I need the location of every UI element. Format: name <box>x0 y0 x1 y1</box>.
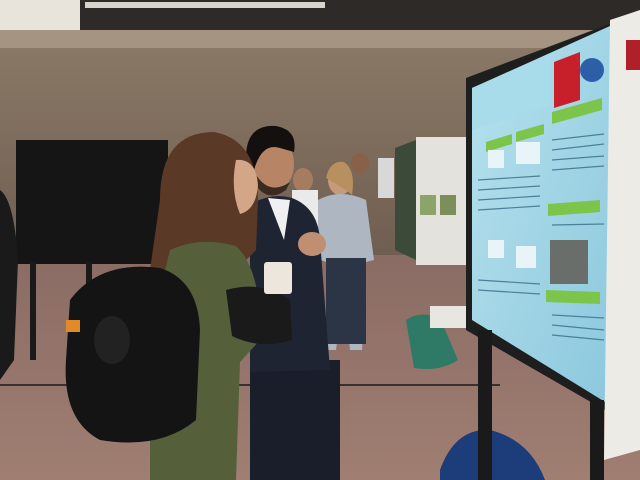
man-beard <box>256 175 290 196</box>
poster-section-header <box>552 98 602 124</box>
banner-top-left <box>0 0 80 30</box>
woman-face <box>233 159 258 214</box>
poster-image <box>440 195 456 215</box>
backpack-pocket <box>94 316 130 364</box>
background-poster-board <box>395 140 416 260</box>
poster-image <box>420 195 436 215</box>
person-background-hair <box>326 161 353 195</box>
main-poster[interactable] <box>472 26 610 405</box>
poster-figure <box>516 246 536 268</box>
poster-stand-leg <box>478 330 492 480</box>
person-background-head <box>351 153 369 173</box>
nasa-logo <box>580 58 604 82</box>
poster-section-header <box>486 134 512 152</box>
man-shirt <box>268 198 290 240</box>
adjacent-poster-logo <box>626 40 640 70</box>
poster-text-lines <box>477 133 605 341</box>
poster-photo <box>550 240 588 284</box>
ceiling-light-strip <box>85 2 325 8</box>
black-poster-board <box>16 140 168 264</box>
man-hair <box>246 125 295 170</box>
black-backpack <box>65 266 200 443</box>
adjacent-poster <box>604 10 640 460</box>
blue-bag <box>440 429 545 480</box>
poster-title-band <box>472 54 550 130</box>
woman-with-backpack <box>65 132 292 480</box>
background-poster-small <box>378 158 394 198</box>
white-box <box>430 306 466 328</box>
man-hands <box>298 232 326 256</box>
person-background-jeans <box>326 258 366 344</box>
poster-section-header <box>516 124 544 142</box>
poster-figure <box>516 142 540 164</box>
orange-object <box>66 320 80 332</box>
poster-section-header <box>548 200 600 216</box>
woman-hair <box>150 132 258 280</box>
green-bag <box>406 314 458 369</box>
poster-figure <box>488 150 504 168</box>
coffee-cup <box>264 262 292 294</box>
poster-figure <box>488 240 504 258</box>
dark-scarf <box>226 286 292 345</box>
board-leg <box>30 262 36 360</box>
poster-section-header <box>546 290 600 304</box>
iona-college-logo <box>554 52 580 108</box>
man-legs <box>250 360 340 480</box>
poster-stand-leg <box>590 400 604 480</box>
poster-logo <box>554 52 604 108</box>
person-left-edge <box>0 190 18 380</box>
person-background-head <box>293 168 313 192</box>
wall-ledge <box>0 30 640 48</box>
